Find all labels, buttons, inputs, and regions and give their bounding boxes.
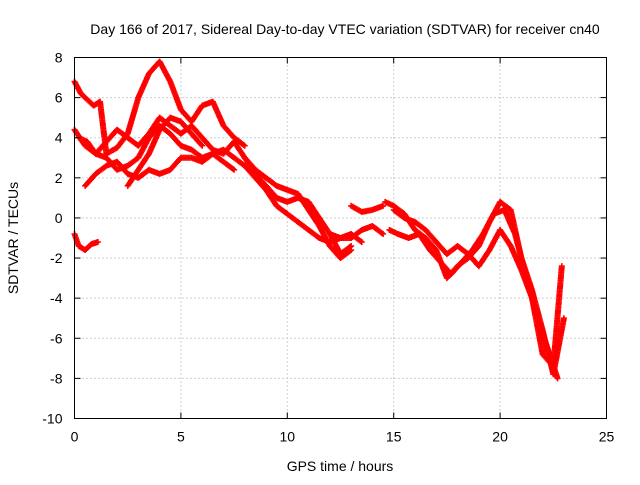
series-track-c (75, 122, 248, 173)
x-tick-label: 10 (280, 429, 296, 445)
data-point (240, 141, 247, 148)
axis-ticks: 0 5 10 15 20 25 -10 -8 -6 -4 -2 0 2 4 6 8 (42, 50, 614, 445)
data-point (229, 165, 236, 172)
data-point (94, 239, 101, 246)
series-track-n (390, 206, 565, 370)
series-track-f (71, 230, 101, 254)
x-tick-label: 5 (177, 429, 185, 445)
y-axis-label: SDTVAR / TECUs (5, 182, 21, 294)
data-point (198, 141, 205, 148)
data-point (554, 375, 561, 382)
series-track-e (124, 114, 206, 189)
data-point (560, 315, 567, 322)
data-point (346, 243, 353, 250)
y-tick-label: -2 (50, 250, 63, 266)
chart-title: Day 166 of 2017, Sidereal Day-to-day VTE… (90, 21, 600, 37)
data-point (357, 238, 364, 245)
data-point (558, 263, 565, 270)
data-point (358, 239, 365, 246)
x-tick-label: 15 (386, 429, 402, 445)
y-tick-label: 0 (55, 210, 63, 226)
data-point (378, 230, 385, 237)
y-tick-label: 6 (55, 90, 63, 106)
x-tick-label: 20 (492, 429, 508, 445)
x-axis-label: GPS time / hours (287, 458, 394, 474)
x-tick-label: 25 (599, 429, 615, 445)
data-points (71, 58, 567, 382)
y-tick-label: -8 (50, 370, 63, 386)
y-tick-label: -6 (50, 330, 63, 346)
series-track-a (71, 58, 248, 157)
y-tick-label: 4 (55, 130, 63, 146)
y-tick-label: -10 (42, 411, 62, 427)
data-point (380, 230, 387, 237)
plot-frame (74, 57, 607, 419)
y-tick-label: -4 (50, 290, 63, 306)
y-tick-label: 8 (55, 50, 63, 66)
data-point (231, 166, 238, 173)
series-track-k (348, 202, 387, 215)
data-point (241, 142, 248, 149)
x-tick-label: 0 (71, 429, 79, 445)
series-track-j (326, 222, 387, 241)
y-tick-label: 2 (55, 170, 63, 186)
data-point (380, 202, 387, 209)
data-point (348, 243, 355, 250)
data-point (199, 142, 206, 149)
grid-lines (74, 57, 607, 419)
